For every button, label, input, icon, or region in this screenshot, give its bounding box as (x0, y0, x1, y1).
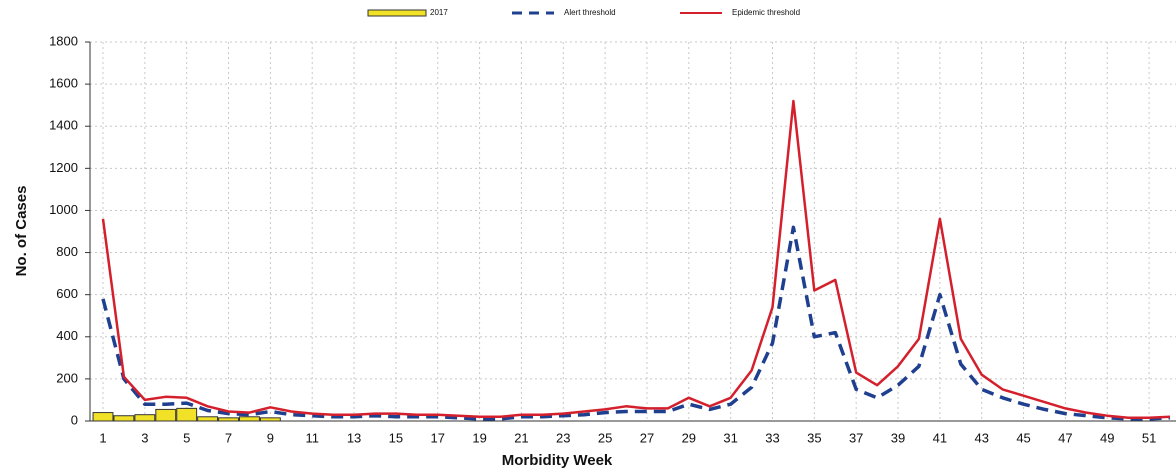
x-tick-label: 45 (1016, 430, 1030, 445)
bar (92, 412, 114, 422)
x-tick-label: 35 (807, 430, 821, 445)
x-tick-label: 43 (974, 430, 988, 445)
bar (113, 415, 135, 422)
series-line (101, 99, 1171, 420)
legend-swatch (367, 9, 427, 17)
x-tick-label: 25 (598, 430, 612, 445)
series-line (101, 225, 1171, 421)
x-tick-label: 21 (514, 430, 528, 445)
y-axis-title: No. of Cases (13, 186, 30, 277)
x-tick-label: 13 (347, 430, 361, 445)
y-tick-label: 1600 (49, 76, 78, 91)
y-tick-label: 1200 (49, 160, 78, 175)
x-tick-label: 17 (431, 430, 445, 445)
y-tick-label: 400 (56, 328, 78, 343)
x-tick-label: 19 (472, 430, 486, 445)
x-tick-label: 31 (723, 430, 737, 445)
bar (218, 417, 239, 422)
legend-label: 2017 (430, 8, 448, 17)
bar (134, 414, 156, 422)
bar (239, 416, 260, 422)
x-tick-label: 49 (1100, 430, 1114, 445)
y-tick-label: 1400 (49, 118, 78, 133)
bar (155, 408, 177, 422)
x-tick-label: 29 (682, 430, 696, 445)
x-tick-label: 5 (183, 430, 190, 445)
x-tick-label: 15 (389, 430, 403, 445)
y-tick-label: 1800 (49, 33, 78, 48)
bar (176, 407, 198, 422)
x-tick-label: 3 (141, 430, 148, 445)
x-tick-label: 39 (891, 430, 905, 445)
y-tick-label: 800 (56, 244, 78, 259)
y-tick-label: 600 (56, 286, 78, 301)
legend-label: Epidemic threshold (732, 8, 800, 17)
x-tick-label: 7 (225, 430, 232, 445)
x-tick-label: 9 (267, 430, 274, 445)
y-tick-label: 1000 (49, 202, 78, 217)
x-tick-label: 11 (305, 430, 319, 445)
x-tick-label: 23 (556, 430, 570, 445)
x-tick-label: 1 (99, 430, 106, 445)
bar (197, 416, 219, 422)
bar (259, 417, 281, 422)
x-axis-title: Morbidity Week (502, 452, 613, 469)
x-tick-label: 33 (765, 430, 779, 445)
x-tick-label: 27 (640, 430, 654, 445)
x-tick-label: 47 (1058, 430, 1072, 445)
legend-label: Alert threshold (564, 8, 616, 17)
x-tick-label: 41 (933, 430, 947, 445)
x-tick-label: 37 (849, 430, 863, 445)
y-tick-label: 0 (71, 412, 78, 427)
x-tick-label: 51 (1142, 430, 1156, 445)
y-tick-label: 200 (56, 370, 78, 385)
